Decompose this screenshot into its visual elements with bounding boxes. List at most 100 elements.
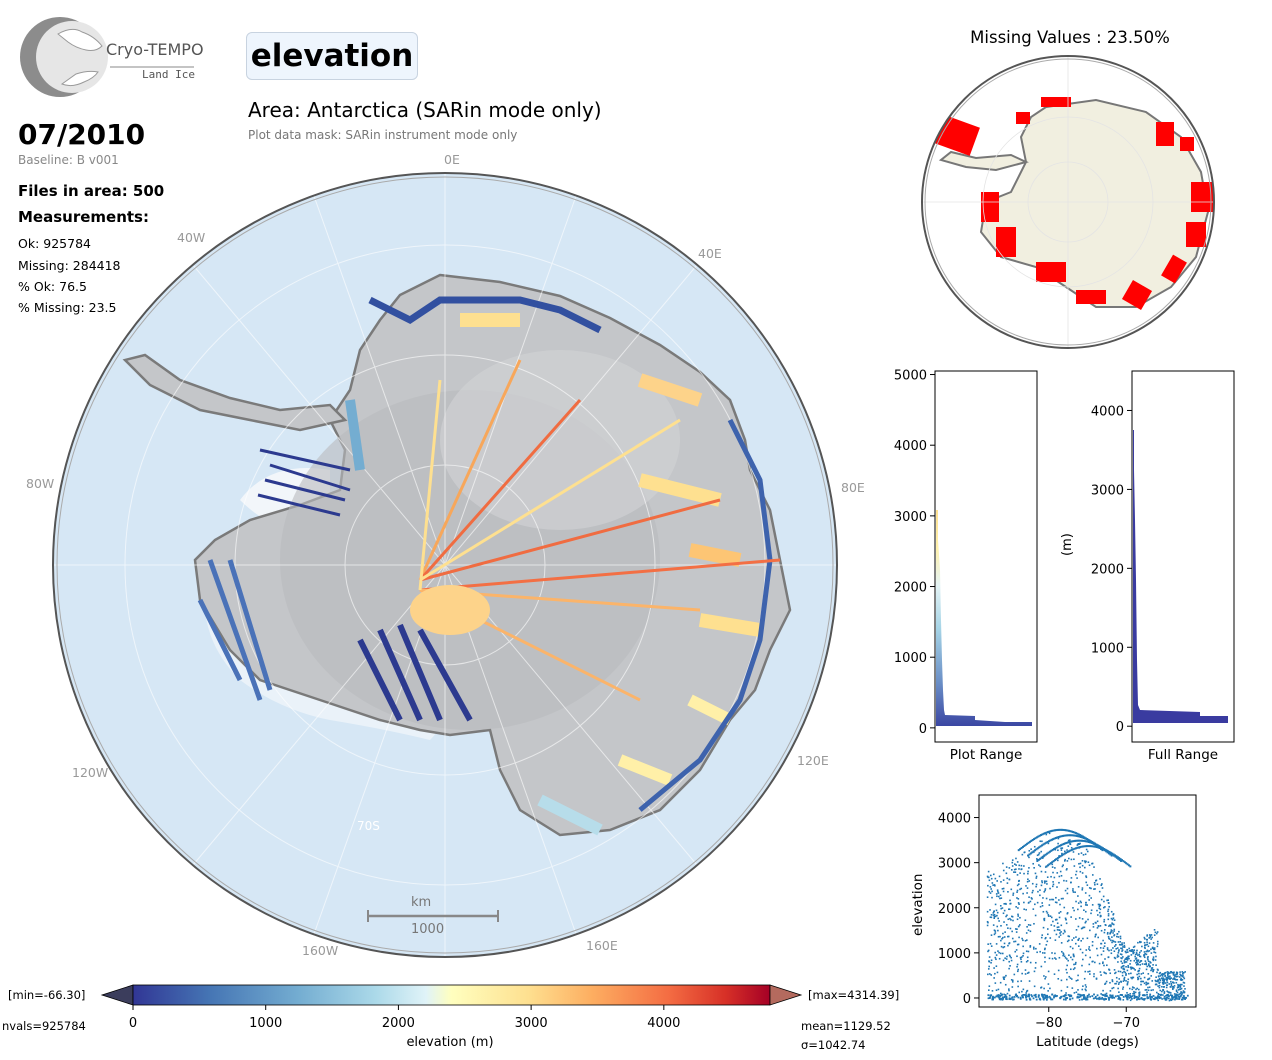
scatter-point bbox=[1103, 998, 1106, 1001]
scatter-point bbox=[999, 894, 1002, 897]
scatter-point bbox=[1101, 883, 1103, 885]
logo-globe-icon bbox=[20, 17, 194, 97]
scatter-point bbox=[1084, 970, 1087, 973]
scatter-point bbox=[1043, 890, 1046, 893]
scatter-point bbox=[1087, 918, 1089, 921]
scatter-point bbox=[1115, 982, 1117, 985]
scatter-point bbox=[1035, 877, 1038, 879]
scatter-point bbox=[1066, 986, 1069, 988]
scatter-point bbox=[1013, 996, 1016, 998]
scatter-point bbox=[1166, 971, 1169, 973]
scatter-point bbox=[1026, 892, 1028, 894]
scatter-point bbox=[989, 886, 992, 888]
scatter-point bbox=[1059, 870, 1062, 873]
scatter-point bbox=[1025, 932, 1028, 934]
missing-map[interactable] bbox=[916, 52, 1220, 354]
scatter-point bbox=[1073, 865, 1076, 867]
scatter-point bbox=[1143, 946, 1146, 949]
scatter-point bbox=[1145, 981, 1148, 984]
scatter-point bbox=[1106, 899, 1108, 902]
scatter-point bbox=[1084, 954, 1087, 957]
scatter-point bbox=[1126, 983, 1129, 986]
scatter-point bbox=[1120, 859, 1123, 862]
scatter-point bbox=[995, 958, 997, 961]
scatter-point bbox=[1044, 977, 1046, 980]
scatter-point bbox=[1147, 986, 1149, 989]
scatter-point bbox=[1036, 854, 1039, 857]
scatter-point bbox=[1024, 939, 1027, 942]
scatter-point bbox=[1080, 845, 1083, 848]
scatter-point bbox=[1046, 994, 1048, 997]
scatter-point bbox=[1070, 916, 1072, 918]
scatter-point bbox=[1083, 996, 1086, 999]
scatter-point bbox=[1041, 881, 1044, 884]
scatter-point bbox=[1009, 927, 1012, 930]
scatter-point bbox=[1057, 837, 1060, 840]
scatter-point bbox=[1159, 979, 1162, 982]
scatter-point bbox=[1077, 895, 1079, 897]
scatter-point bbox=[1108, 996, 1111, 999]
scatter-point bbox=[1157, 995, 1159, 998]
scatter-point bbox=[1051, 957, 1054, 960]
scatter-point bbox=[1167, 994, 1170, 997]
scatter-point bbox=[1183, 985, 1185, 987]
scatter-point bbox=[1179, 995, 1182, 998]
scatter-point bbox=[1011, 979, 1014, 982]
scatter-point bbox=[1176, 975, 1179, 978]
scatter-point bbox=[1026, 972, 1029, 974]
scatter-point bbox=[1041, 934, 1044, 936]
scatter-point bbox=[1009, 902, 1012, 905]
scatter-point bbox=[1089, 929, 1091, 932]
scatter-point bbox=[1173, 985, 1176, 987]
scatter-point bbox=[1111, 987, 1113, 990]
scatter-point bbox=[1075, 834, 1078, 837]
scatter-point bbox=[1068, 857, 1070, 860]
scatter-point bbox=[1165, 978, 1168, 981]
scatter-point bbox=[1139, 955, 1142, 958]
scatter-point bbox=[1034, 914, 1037, 917]
scatter-point bbox=[990, 888, 993, 890]
scatter-point bbox=[1149, 998, 1152, 1001]
scatter-point bbox=[1119, 953, 1122, 955]
y-tick-label: 2000 bbox=[894, 581, 927, 596]
scatter-point bbox=[1025, 994, 1028, 997]
scatter-point bbox=[1035, 848, 1038, 851]
scatter-point bbox=[1081, 964, 1083, 967]
scatter-point bbox=[987, 949, 990, 952]
scatter-point bbox=[1093, 888, 1095, 890]
scatter-point bbox=[1125, 956, 1128, 959]
scatter-point bbox=[1028, 896, 1030, 898]
scatter-point bbox=[1088, 839, 1091, 842]
scatter-point bbox=[1071, 840, 1074, 843]
scatter-point bbox=[1174, 994, 1177, 997]
scatter-point bbox=[1109, 972, 1112, 975]
scatter-point bbox=[1026, 926, 1028, 928]
scatter-point bbox=[1072, 851, 1075, 853]
scatter-point bbox=[1086, 845, 1089, 848]
scatter-point bbox=[994, 951, 997, 954]
scatter-point bbox=[1037, 858, 1040, 861]
scatter-point bbox=[1150, 995, 1153, 998]
scatter-point bbox=[1080, 834, 1083, 837]
scatter-point bbox=[1172, 978, 1174, 980]
main-map[interactable] bbox=[0, 0, 900, 985]
scatter-point bbox=[1088, 864, 1091, 867]
scatter-point bbox=[1125, 961, 1128, 963]
scatter-point bbox=[1004, 931, 1006, 933]
scatter-point bbox=[1075, 873, 1077, 876]
scatter-point bbox=[1143, 941, 1146, 944]
scatter-point bbox=[1104, 906, 1106, 908]
scatter-point bbox=[1121, 942, 1123, 944]
scatter-point bbox=[1182, 971, 1185, 974]
scatter-point bbox=[1074, 942, 1077, 945]
scatter-point bbox=[1043, 917, 1046, 920]
scatter-point bbox=[1075, 918, 1077, 920]
scatter-point bbox=[1157, 985, 1159, 987]
scatter-point bbox=[1037, 853, 1040, 856]
scatter-point bbox=[1084, 997, 1087, 1000]
scatter-point bbox=[1110, 917, 1113, 920]
scatter-point bbox=[1051, 952, 1053, 954]
